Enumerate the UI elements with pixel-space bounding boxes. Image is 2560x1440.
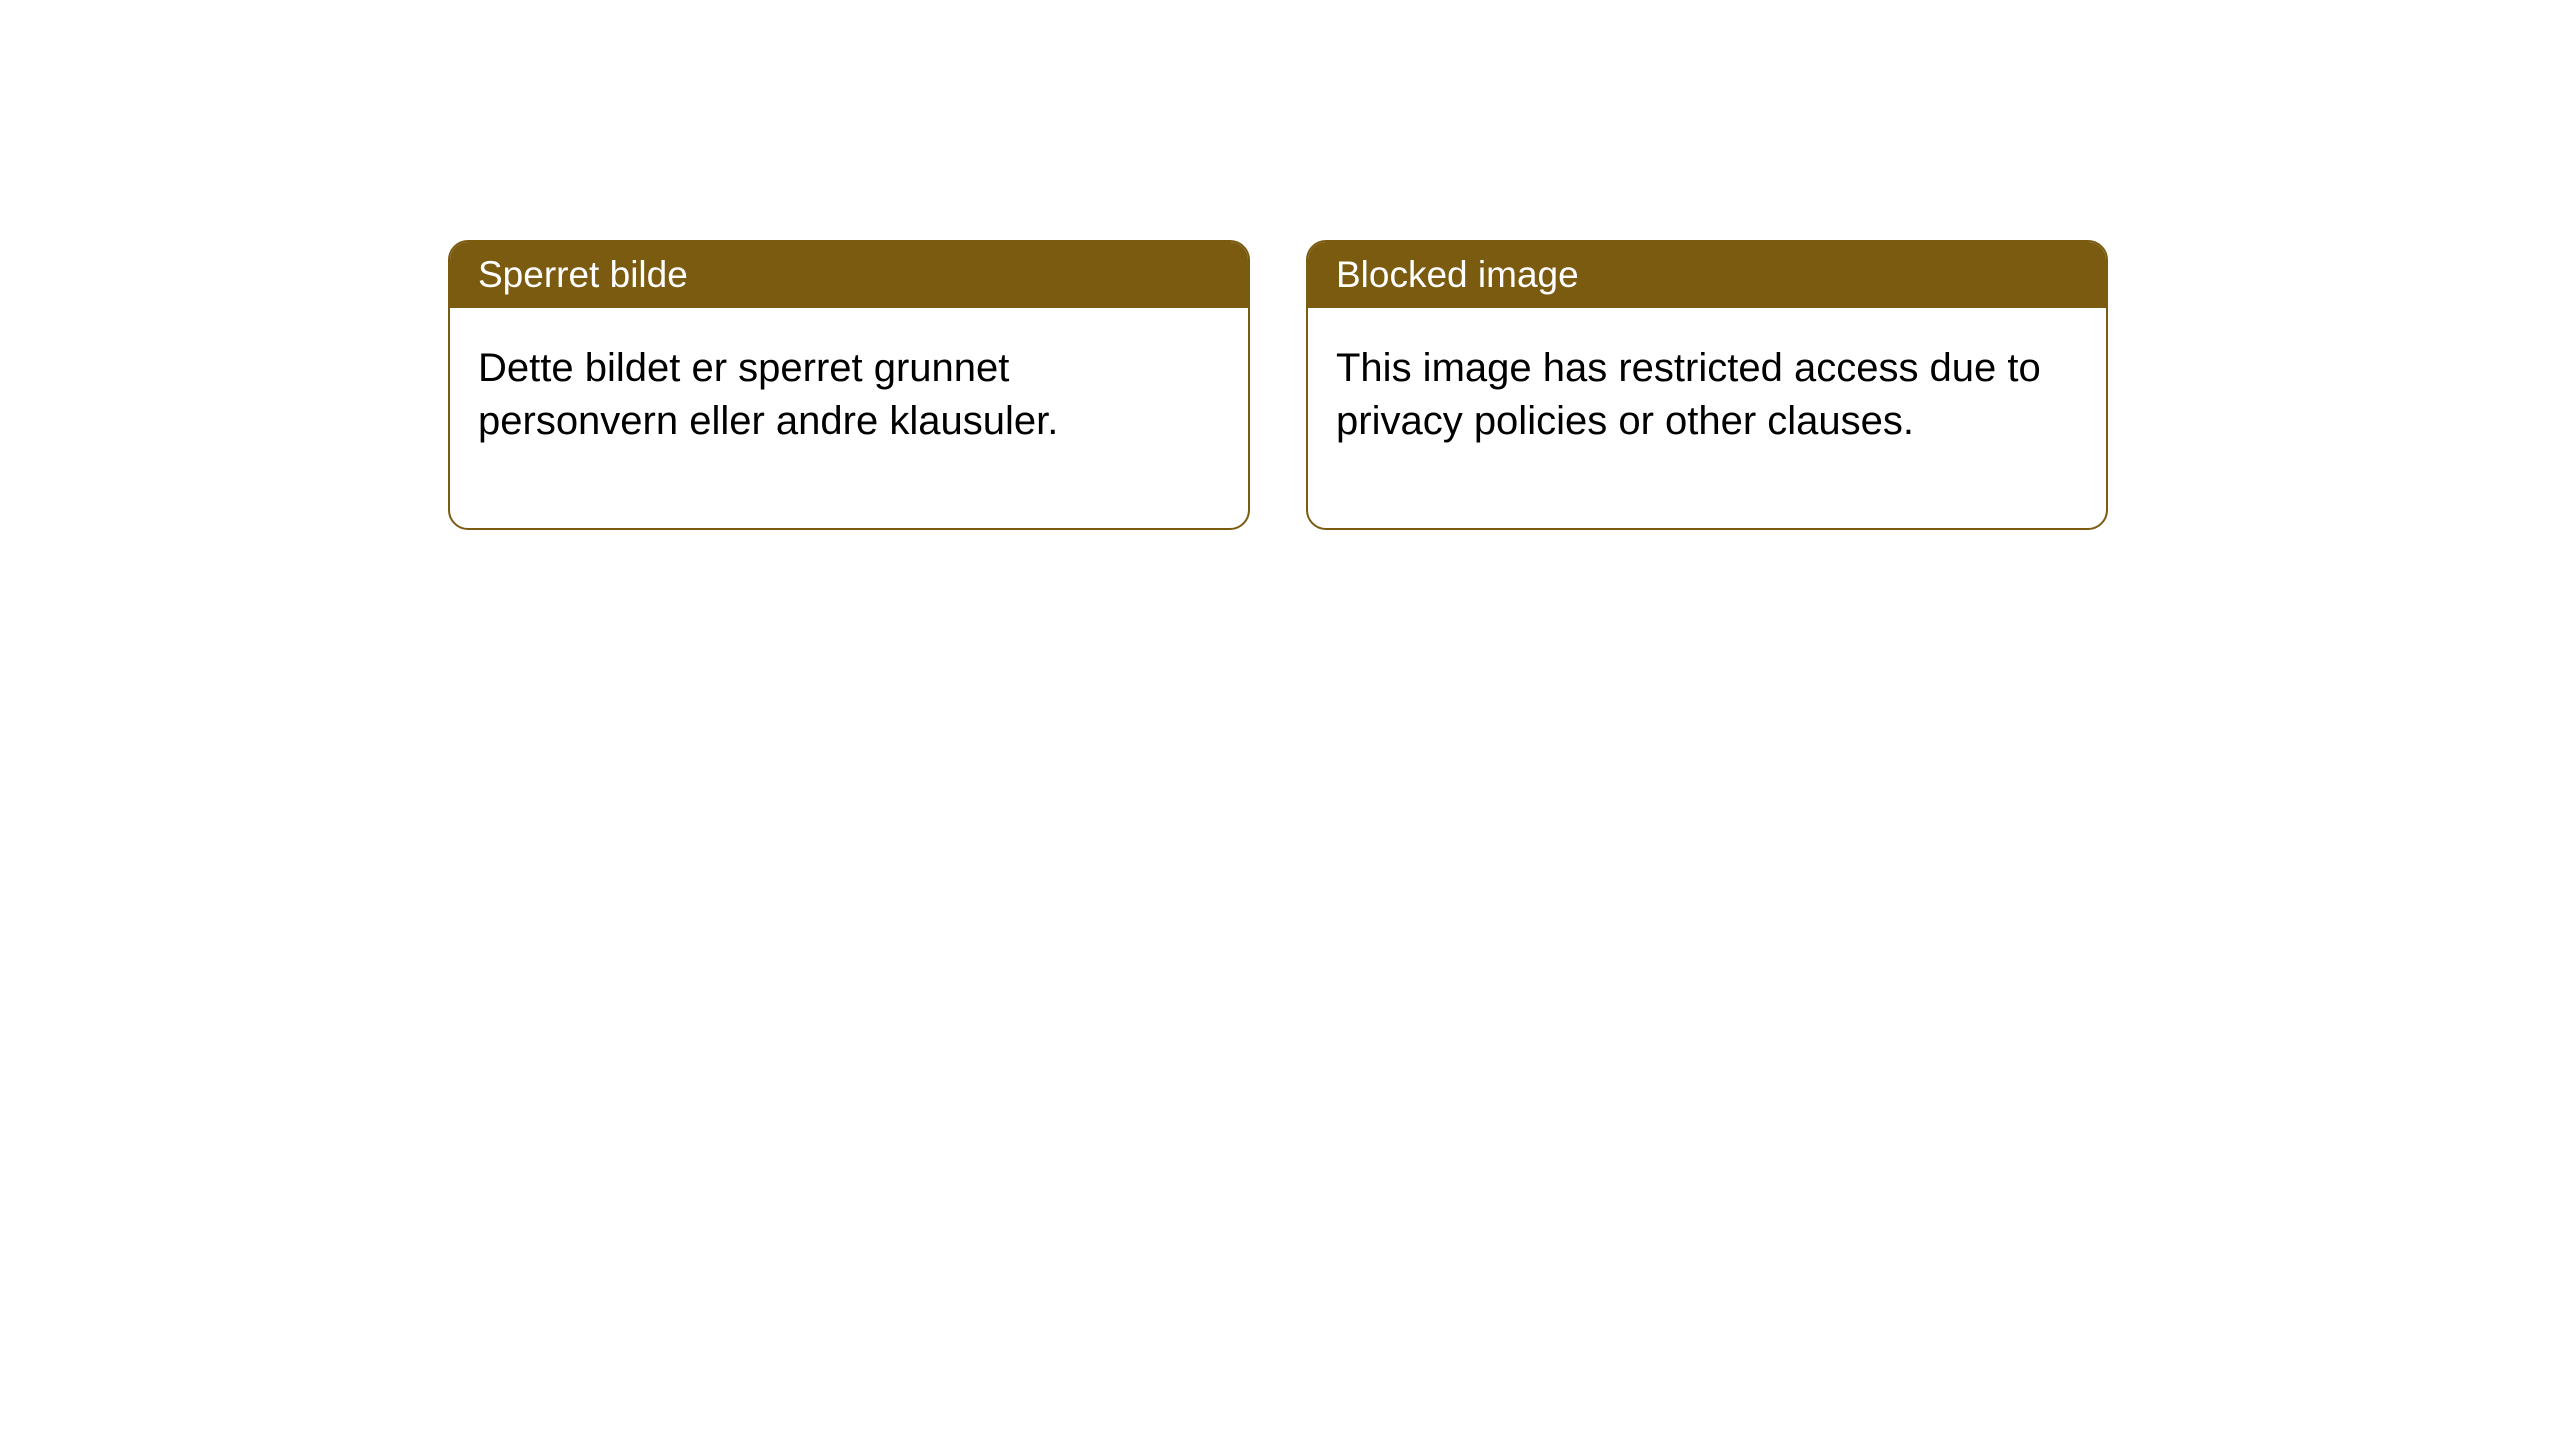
- notice-body-text: Dette bildet er sperret grunnet personve…: [478, 346, 1058, 443]
- notice-body: Dette bildet er sperret grunnet personve…: [450, 308, 1248, 528]
- notice-header: Sperret bilde: [450, 242, 1248, 308]
- notice-container: Sperret bilde Dette bildet er sperret gr…: [448, 240, 2108, 530]
- notice-title: Sperret bilde: [478, 254, 688, 295]
- notice-box-english: Blocked image This image has restricted …: [1306, 240, 2108, 530]
- notice-box-norwegian: Sperret bilde Dette bildet er sperret gr…: [448, 240, 1250, 530]
- notice-header: Blocked image: [1308, 242, 2106, 308]
- notice-title: Blocked image: [1336, 254, 1579, 295]
- notice-body-text: This image has restricted access due to …: [1336, 346, 2041, 443]
- notice-body: This image has restricted access due to …: [1308, 308, 2106, 528]
